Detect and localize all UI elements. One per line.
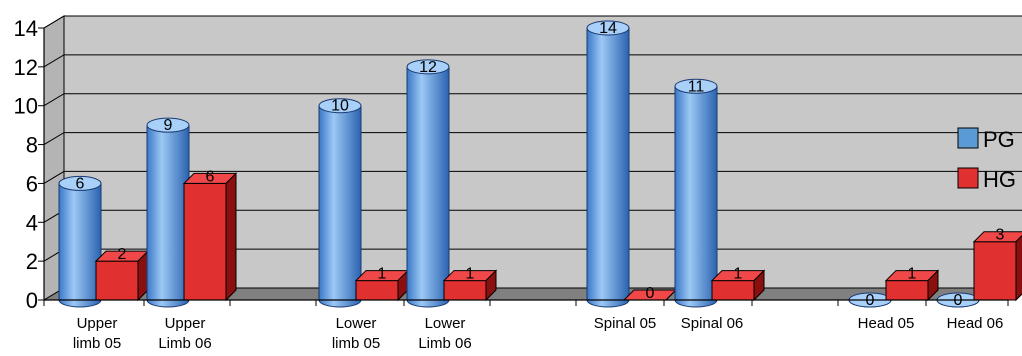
y-axis: 0 2 4 6 8 10 12 14: [14, 16, 45, 313]
x-category-label: Lower limb 05: [332, 315, 380, 352]
bar-hg: 1: [354, 266, 410, 302]
x-category-label: Upper Limb 06: [158, 315, 211, 352]
y-tick-label: 8: [26, 133, 38, 158]
y-tick-label: 6: [26, 171, 38, 196]
bar-hg: 3: [972, 227, 1022, 302]
y-tick-label: 14: [14, 16, 38, 41]
data-label-pg: 9: [164, 117, 173, 134]
bar-hg: 1: [442, 266, 498, 302]
gridline: [43, 54, 1022, 68]
bar-hg: 6: [182, 168, 238, 302]
y-tick-label: 10: [14, 94, 38, 119]
data-label-pg: 11: [688, 78, 705, 95]
data-label-hg: 3: [996, 227, 1005, 244]
data-label-pg: 12: [419, 59, 437, 76]
data-label-pg: 14: [599, 20, 617, 37]
gridline: [43, 15, 1022, 29]
y-tick-label: 0: [26, 288, 38, 313]
bar-pg: 11: [674, 78, 718, 308]
data-label-hg: 1: [466, 266, 475, 283]
data-label-pg: 10: [331, 98, 349, 115]
x-category-label: Upper limb 05: [73, 315, 121, 352]
data-label-hg: 6: [206, 168, 215, 185]
x-category-label: Head 06: [947, 315, 1004, 332]
bar-hg: 1: [884, 266, 940, 302]
legend-label-hg: HG: [983, 167, 1016, 192]
x-category-label: Spinal 05: [594, 315, 657, 332]
data-label-hg: 1: [378, 266, 387, 283]
bar-hg: 1: [710, 266, 766, 302]
x-category-label: Spinal 06: [681, 315, 744, 332]
data-label-hg: 1: [908, 266, 917, 283]
data-label-hg: 1: [734, 266, 743, 283]
bar-pg: 6: [58, 175, 102, 308]
bar-pg: 12: [406, 59, 450, 308]
y-tick-label: 12: [14, 55, 38, 80]
y-tick-label: 4: [26, 210, 38, 235]
x-category-label: Lower Limb 06: [418, 315, 471, 352]
x-category-label: Head 05: [858, 315, 915, 332]
legend: PG HG: [957, 127, 1016, 192]
data-label-pg: 6: [76, 175, 85, 192]
bar-hg: 2: [94, 246, 150, 302]
x-axis: Upper limb 05 Upper Limb 06 Lower limb 05 Lowe…: [43, 299, 1009, 352]
bar-pg: 10: [318, 98, 362, 308]
plot-area: [42, 15, 1022, 301]
bar-pg: 14: [586, 20, 630, 308]
legend-swatch-hg: [957, 167, 979, 189]
legend-label-pg: PG: [983, 127, 1015, 152]
data-label-hg: 0: [646, 285, 655, 302]
y-tick-label: 2: [26, 249, 38, 274]
data-label-hg: 2: [118, 246, 127, 263]
legend-swatch-pg: [957, 127, 979, 149]
bar-pg: 9: [146, 117, 190, 308]
